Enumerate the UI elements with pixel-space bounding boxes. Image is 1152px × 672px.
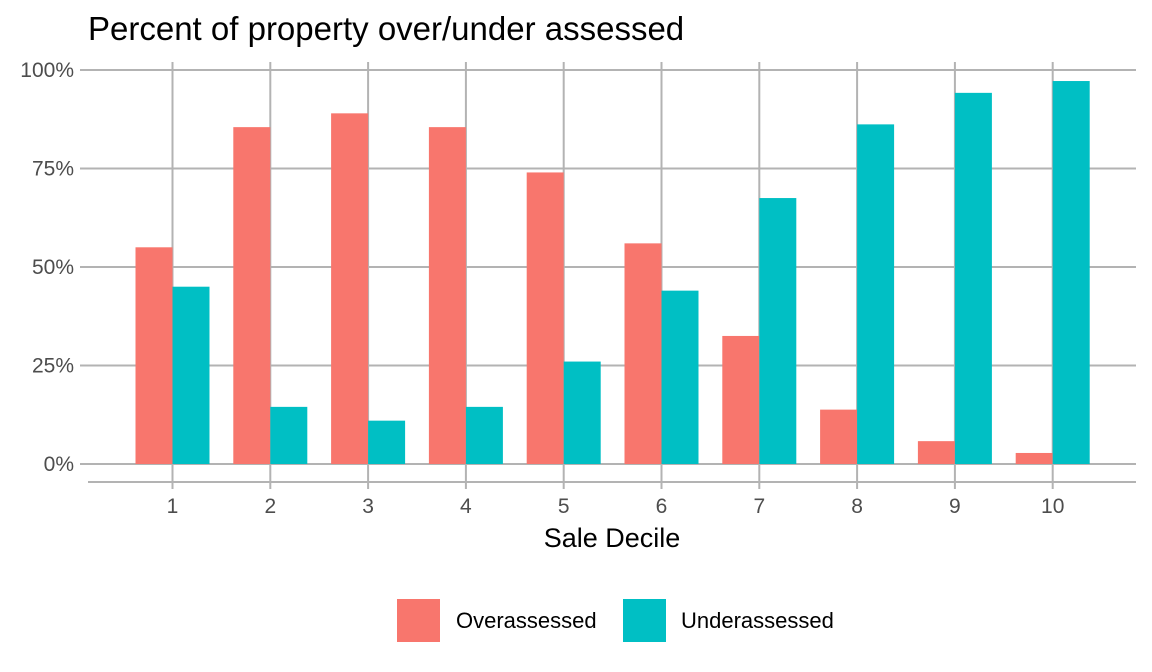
bar-underassessed-3 — [368, 420, 406, 464]
bar-overassessed-5 — [526, 172, 564, 464]
x-tick-label: 4 — [460, 495, 472, 518]
bar-underassessed-5 — [563, 361, 601, 464]
bar-overassessed-9 — [917, 441, 955, 464]
x-axis-ticks: 1 2 3 4 5 6 7 8 9 10 — [167, 482, 1064, 518]
x-tick-label: 7 — [753, 495, 765, 518]
y-tick-label: 50% — [32, 256, 74, 279]
x-tick-label: 6 — [656, 495, 668, 518]
bar-overassessed-3 — [331, 113, 369, 464]
bar-underassessed-8 — [857, 124, 895, 464]
bar-overassessed-1 — [135, 247, 173, 464]
chart-title: Percent of property over/under assessed — [88, 10, 684, 47]
x-axis-label: Sale Decile — [544, 523, 681, 553]
x-tick-label: 5 — [558, 495, 570, 518]
legend: Overassessed Underassessed — [397, 599, 834, 642]
legend-label-overassessed: Overassessed — [456, 608, 597, 633]
bar-overassessed-4 — [428, 127, 466, 464]
bar-overassessed-6 — [624, 243, 662, 464]
bar-overassessed-10 — [1015, 452, 1053, 464]
bar-underassessed-4 — [465, 406, 503, 464]
bar-underassessed-2 — [270, 406, 308, 464]
y-tick-label: 75% — [32, 158, 74, 181]
bars — [135, 81, 1090, 465]
bar-underassessed-9 — [954, 92, 992, 465]
x-tick-label: 10 — [1041, 495, 1064, 518]
y-tick-label: 0% — [44, 453, 74, 476]
bar-overassessed-7 — [722, 335, 760, 464]
bar-underassessed-6 — [661, 290, 699, 464]
y-tick-label: 100% — [20, 59, 74, 82]
x-tick-label: 1 — [167, 495, 179, 518]
legend-key-underassessed — [623, 599, 666, 642]
bar-underassessed-1 — [172, 286, 210, 464]
legend-key-overassessed — [397, 599, 440, 642]
bar-underassessed-7 — [759, 198, 797, 465]
x-tick-label: 8 — [851, 495, 863, 518]
bar-overassessed-2 — [233, 127, 271, 464]
x-tick-label: 3 — [362, 495, 374, 518]
y-axis-ticks: 0% 25% 50% 75% 100% — [20, 59, 88, 476]
bar-overassessed-8 — [820, 409, 858, 464]
x-tick-label: 2 — [264, 495, 276, 518]
bar-underassessed-10 — [1052, 81, 1090, 465]
legend-label-underassessed: Underassessed — [681, 608, 834, 633]
x-tick-label: 9 — [949, 495, 961, 518]
y-tick-label: 25% — [32, 355, 74, 378]
